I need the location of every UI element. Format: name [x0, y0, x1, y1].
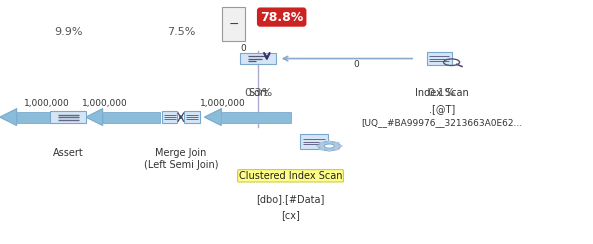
Text: 0: 0 [353, 60, 359, 69]
FancyBboxPatch shape [426, 52, 452, 65]
Circle shape [327, 150, 332, 152]
Circle shape [327, 141, 332, 142]
Circle shape [319, 142, 324, 144]
FancyBboxPatch shape [184, 111, 199, 123]
Text: Index Scan: Index Scan [415, 88, 468, 98]
FancyBboxPatch shape [300, 134, 329, 149]
Text: 9.9%: 9.9% [54, 27, 82, 37]
Polygon shape [0, 109, 17, 125]
Circle shape [316, 145, 321, 147]
Text: Assert: Assert [53, 148, 84, 158]
Text: 0.1%: 0.1% [428, 88, 456, 98]
Polygon shape [86, 109, 103, 125]
Text: 1,000,000: 1,000,000 [82, 99, 127, 108]
Text: 78.8%: 78.8% [260, 10, 303, 24]
Text: Sort: Sort [248, 88, 268, 98]
Text: .[@T]: .[@T] [429, 104, 455, 114]
Polygon shape [205, 109, 221, 125]
Text: Clustered Index Scan: Clustered Index Scan [239, 171, 342, 181]
Circle shape [335, 148, 340, 150]
FancyBboxPatch shape [162, 111, 177, 123]
Circle shape [338, 145, 343, 147]
Text: 1,000,000: 1,000,000 [24, 99, 69, 108]
Text: [cx]: [cx] [281, 210, 300, 220]
Circle shape [318, 142, 340, 151]
FancyBboxPatch shape [221, 112, 291, 122]
FancyBboxPatch shape [50, 111, 86, 123]
Circle shape [324, 144, 334, 148]
Text: Merge Join
(Left Semi Join): Merge Join (Left Semi Join) [144, 148, 218, 170]
Circle shape [335, 142, 340, 144]
Text: −: − [228, 18, 239, 31]
Text: [dbo].[#Data]: [dbo].[#Data] [256, 194, 325, 204]
Text: 7.5%: 7.5% [167, 27, 195, 37]
FancyBboxPatch shape [17, 112, 50, 122]
Text: 1,000,000: 1,000,000 [200, 99, 246, 108]
FancyBboxPatch shape [103, 112, 160, 122]
FancyBboxPatch shape [222, 7, 245, 41]
Text: 0.3%: 0.3% [244, 88, 272, 98]
FancyBboxPatch shape [240, 53, 276, 64]
Text: 0: 0 [240, 44, 246, 53]
Circle shape [319, 148, 324, 150]
Text: [UQ__#BA99976__3213663A0E62...: [UQ__#BA99976__3213663A0E62... [361, 118, 522, 127]
